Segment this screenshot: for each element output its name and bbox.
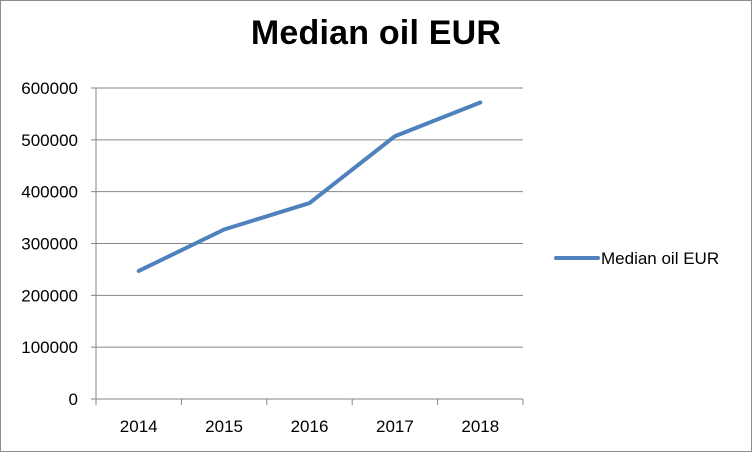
y-tick-label: 300000 bbox=[21, 235, 78, 254]
chart-title: Median oil EUR bbox=[250, 14, 502, 52]
axes bbox=[91, 87, 524, 405]
y-tick-label: 200000 bbox=[21, 286, 78, 305]
y-tick-label: 400000 bbox=[21, 183, 78, 202]
y-tick-label: 600000 bbox=[21, 79, 78, 98]
x-tick-labels: 2014 2015 2016 2017 2018 bbox=[120, 417, 499, 436]
y-tick-label: 500000 bbox=[21, 131, 78, 150]
x-tick-label: 2018 bbox=[461, 417, 499, 436]
x-tick-label: 2014 bbox=[120, 417, 158, 436]
x-tick-label: 2016 bbox=[291, 417, 329, 436]
y-tick-label: 100000 bbox=[21, 338, 78, 357]
legend: Median oil EUR bbox=[554, 249, 719, 268]
series-line bbox=[136, 100, 483, 273]
gridlines bbox=[96, 87, 523, 348]
x-tick-label: 2017 bbox=[376, 417, 414, 436]
x-tick-label: 2015 bbox=[205, 417, 243, 436]
y-tick-label: 0 bbox=[69, 390, 78, 409]
legend-label: Median oil EUR bbox=[601, 249, 719, 268]
y-tick-labels: 0 100000 200000 300000 400000 500000 600000 bbox=[21, 79, 78, 409]
series-lines bbox=[136, 100, 483, 273]
